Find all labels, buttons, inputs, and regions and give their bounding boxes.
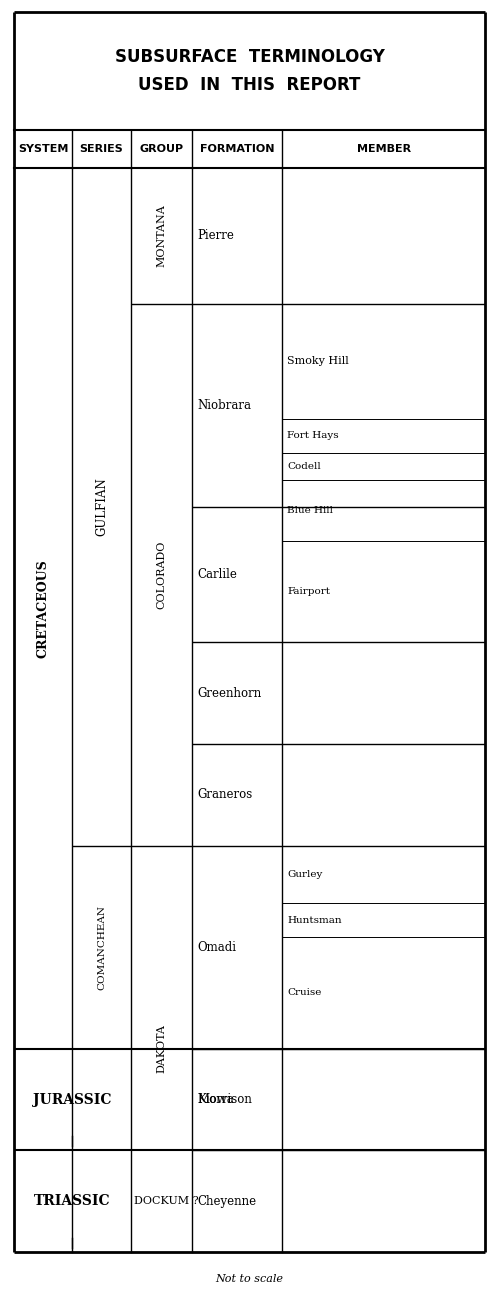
Text: Cruise: Cruise [287,988,322,997]
Text: Blue Hill: Blue Hill [287,506,333,514]
Text: DOCKUM ?: DOCKUM ? [134,1197,199,1206]
Text: SERIES: SERIES [80,144,123,154]
Text: COLORADO: COLORADO [156,540,167,609]
Text: MEMBER: MEMBER [357,144,411,154]
Text: Huntsman: Huntsman [287,915,342,924]
Text: Not to scale: Not to scale [216,1275,283,1284]
Text: MONTANA: MONTANA [156,204,167,267]
Text: Smoky Hill: Smoky Hill [287,356,349,366]
Text: Fairport: Fairport [287,587,330,596]
Text: GROUP: GROUP [139,144,184,154]
Text: Graneros: Graneros [197,788,252,801]
Text: TRIASSIC: TRIASSIC [34,1194,111,1208]
Text: Cheyenne: Cheyenne [197,1194,256,1207]
Text: Fort Hays: Fort Hays [287,431,339,440]
Text: FORMATION: FORMATION [200,144,274,154]
Text: DAKOTA: DAKOTA [156,1024,167,1073]
Text: Omadi: Omadi [197,941,236,954]
Text: Kiowa: Kiowa [197,1093,234,1106]
Text: SUBSURFACE  TERMINOLOGY
USED  IN  THIS  REPORT: SUBSURFACE TERMINOLOGY USED IN THIS REPO… [115,48,384,93]
Text: JURASSIC: JURASSIC [33,1093,112,1107]
Text: COMANCHEAN: COMANCHEAN [97,905,106,989]
Text: Greenhorn: Greenhorn [197,687,261,700]
Text: Pierre: Pierre [197,230,234,243]
Text: Niobrara: Niobrara [197,398,251,411]
Text: SYSTEM: SYSTEM [18,144,68,154]
Text: CRETACEOUS: CRETACEOUS [37,559,50,658]
Text: Morrison: Morrison [197,1093,252,1106]
Text: GULFIAN: GULFIAN [95,478,108,536]
Text: Gurley: Gurley [287,870,323,879]
Text: Codell: Codell [287,462,321,471]
Text: Carlile: Carlile [197,569,237,582]
